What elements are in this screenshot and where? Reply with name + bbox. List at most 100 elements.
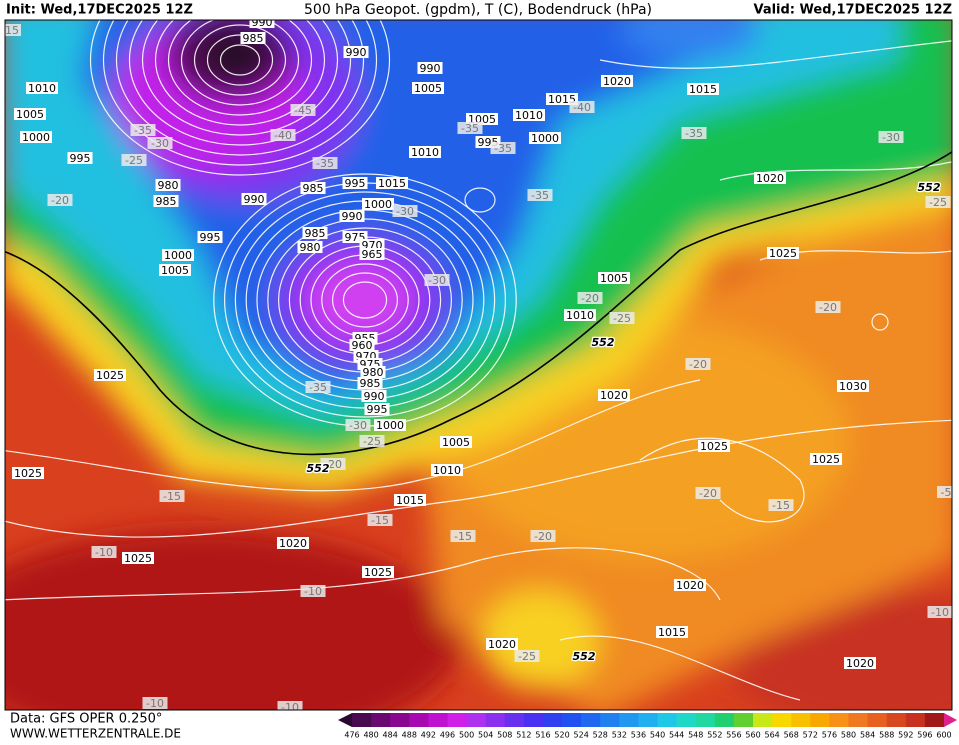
isobar-label: 995 [70, 152, 91, 165]
colorbar-segment [638, 713, 659, 727]
isobar-label: 990 [364, 390, 385, 403]
isobar-label-box [297, 241, 323, 253]
temperature-label-box [345, 419, 371, 431]
isobar-label-box [349, 339, 375, 351]
colorbar-segment [542, 713, 563, 727]
colorbar-label: 564 [764, 731, 779, 740]
isobar [5, 379, 701, 492]
temperature-label: -15 [772, 499, 790, 512]
temperature-label: -10 [931, 606, 949, 619]
isobar-label: 1000 [164, 249, 192, 262]
isobar-label-box [810, 453, 842, 465]
temperature-label-box [91, 546, 117, 558]
height-label: 552 [307, 462, 330, 475]
isobar [639, 437, 805, 523]
colorbar-segment [485, 713, 506, 727]
isobar-label: 1000 [531, 132, 559, 145]
isobar-label: 1025 [364, 566, 392, 579]
isobar-label-box [362, 566, 394, 578]
temperature-label: 15 [5, 24, 19, 37]
colorbar-arrow-left [338, 713, 352, 727]
colorbar-label: 480 [363, 731, 378, 740]
temperature-label-box [768, 499, 794, 511]
colorbar-segment [867, 713, 888, 727]
website: WWW.WETTERZENTRALE.DE [10, 727, 181, 741]
isobar-label-box [844, 657, 876, 669]
isobar-label: 1015 [396, 494, 424, 507]
colorbar-segment [447, 713, 468, 727]
temperature-label-box [490, 142, 516, 154]
isobar-label: 990 [252, 16, 273, 29]
isobar-label: 1025 [124, 552, 152, 565]
isobar [464, 187, 496, 213]
temperature-label-box [424, 274, 450, 286]
colorbar-segment [428, 713, 448, 727]
isobar-label-box [394, 494, 426, 506]
colorbar-segment [905, 713, 926, 727]
colorbar-label: 584 [860, 731, 875, 740]
isobar-label-box [342, 177, 368, 189]
isobar-label: 1010 [433, 464, 461, 477]
temperature-label: -25 [363, 435, 381, 448]
isobar [193, 24, 287, 96]
isobar [219, 44, 261, 76]
isobar-label-box [357, 377, 383, 389]
isobar-label-box [486, 638, 518, 650]
isobar [5, 547, 721, 601]
isobar [332, 272, 399, 328]
colorbar-label: 576 [822, 731, 837, 740]
isobar-label-box [94, 369, 126, 381]
temperature-label-box [142, 697, 168, 709]
isobar [102, 20, 378, 166]
temperature-label: -10 [281, 701, 299, 714]
colorbar-label: 540 [650, 731, 665, 740]
isobar-label: 1020 [279, 537, 307, 550]
isobar-label: 980 [300, 241, 321, 254]
isobar-label: 1015 [658, 626, 686, 639]
isobar-label-box [364, 403, 390, 415]
isobar [206, 34, 274, 86]
isobar-label-box [687, 83, 719, 95]
isobar-label-box [122, 552, 154, 564]
isobar-label: 1005 [600, 272, 628, 285]
isobar-label: 1005 [414, 82, 442, 95]
isobar-label: 1000 [376, 419, 404, 432]
isobar-label-box [153, 195, 179, 207]
colorbar-segment [581, 713, 601, 727]
colorbar-segment [371, 713, 391, 727]
isobar-label-box [361, 390, 387, 402]
temperature-label: -30 [882, 131, 900, 144]
temperature-label-box [159, 490, 185, 502]
init-time: Init: Wed,17DEC2025 12Z [6, 3, 193, 18]
temperature-label: -20 [534, 530, 552, 543]
data-source: Data: GFS OPER 0.250° [10, 712, 162, 727]
isobar-label-box [67, 152, 93, 164]
temperature-label-box [514, 650, 540, 662]
isobar-label-box [241, 193, 267, 205]
isobar-label: 990 [346, 46, 367, 59]
temperature-label: -30 [349, 419, 367, 432]
colorbar-label: 588 [879, 731, 894, 740]
temperature-label: -15 [454, 530, 472, 543]
isobar-label-box [159, 264, 191, 276]
colorbar-segment [523, 713, 544, 727]
temperature-label: -45 [294, 104, 312, 117]
temperature-label-box [359, 435, 385, 447]
temperature-label: -35 [531, 189, 549, 202]
colorbar-segment [810, 713, 830, 727]
temperature-label: -10 [304, 585, 322, 598]
isobar-label-box [249, 20, 275, 28]
isobar-label: 1000 [364, 198, 392, 211]
colorbar-label: 500 [459, 731, 474, 740]
isobar-label-box [197, 231, 223, 243]
colorbar-segment [848, 713, 869, 727]
temperature-label-box [270, 129, 296, 141]
isobar-label-box [12, 467, 44, 479]
isobar [141, 20, 339, 136]
isobar-label: 1005 [442, 436, 470, 449]
colorbar-segment [791, 713, 811, 727]
isobar-label-box [598, 389, 630, 401]
isobar-label: 1025 [700, 440, 728, 453]
isobar-label-box [431, 464, 463, 476]
